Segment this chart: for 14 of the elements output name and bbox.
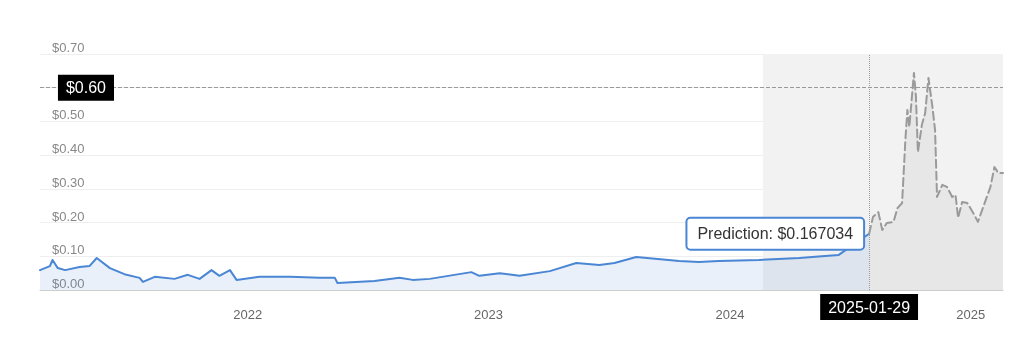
y-tick-label: $0.10 [52,242,85,258]
x-tick-label: 2022 [233,307,263,322]
x-tick-label: 2023 [474,307,503,322]
y-tick-label: $0.70 [52,40,85,55]
ref-line-label: 2025-01-29 [828,298,911,316]
y-tick-label: $0.40 [52,141,85,157]
ref-line-label: $0.60 [65,79,107,97]
x-tick-label: 2024 [715,307,745,322]
y-tick-label: $0.30 [52,174,85,190]
x-tick-label: 2025 [956,307,986,322]
y-tick-label: $0.20 [52,208,85,224]
y-tick-label: $0.00 [52,276,85,291]
y-tick-label: $0.50 [52,107,85,123]
annotation: Prediction: $0.167034 [697,225,854,243]
